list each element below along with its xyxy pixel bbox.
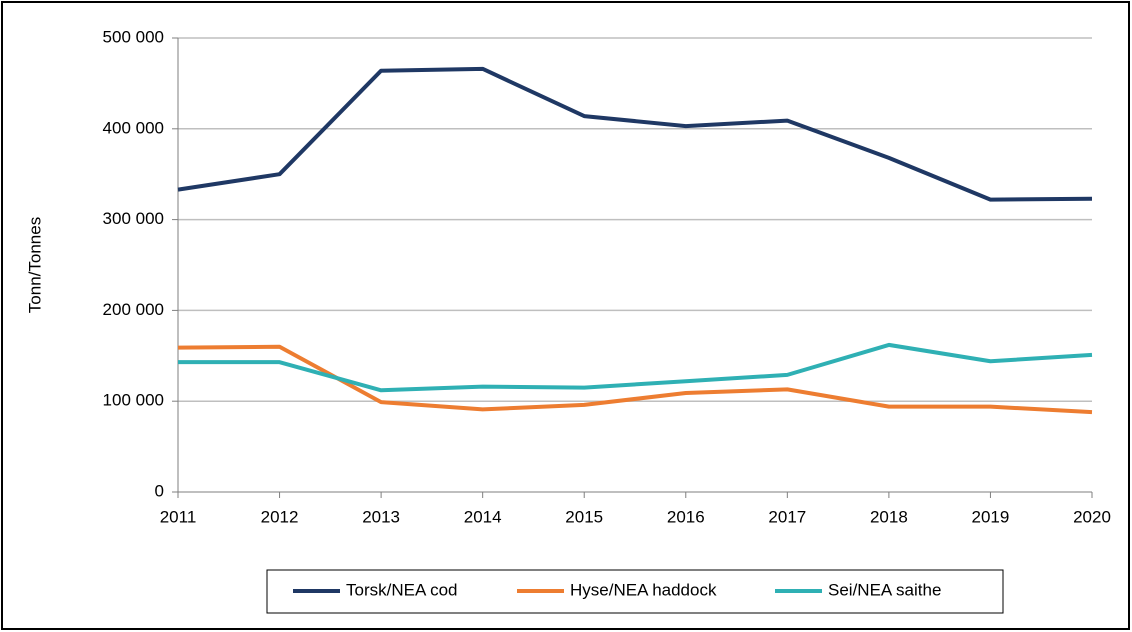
y-axis-label: Tonn/Tonnes [25, 217, 44, 313]
y-tick-label: 0 [155, 481, 164, 500]
legend-label: Hyse/NEA haddock [570, 580, 717, 599]
x-tick-label: 2013 [362, 507, 400, 526]
x-tick-label: 2018 [870, 507, 908, 526]
x-tick-label: 2020 [1073, 507, 1111, 526]
y-tick-label: 400 000 [103, 118, 164, 137]
legend-label: Sei/NEA saithe [828, 580, 941, 599]
x-tick-label: 2015 [565, 507, 603, 526]
x-tick-label: 2019 [972, 507, 1010, 526]
legend-label: Torsk/NEA cod [346, 580, 458, 599]
y-tick-label: 200 000 [103, 300, 164, 319]
series-line [177, 66, 1093, 202]
y-tick-label: 100 000 [103, 391, 164, 410]
x-tick-label: 2014 [464, 507, 502, 526]
series-line [178, 342, 1093, 393]
x-tick-label: 2012 [261, 507, 299, 526]
x-tick-label: 2011 [160, 507, 197, 526]
y-tick-label: 300 000 [103, 209, 164, 228]
x-tick-label: 2017 [768, 507, 806, 526]
x-tick-label: 2016 [667, 507, 705, 526]
legend-box [266, 569, 1004, 614]
y-tick-label: 500 000 [103, 27, 164, 46]
